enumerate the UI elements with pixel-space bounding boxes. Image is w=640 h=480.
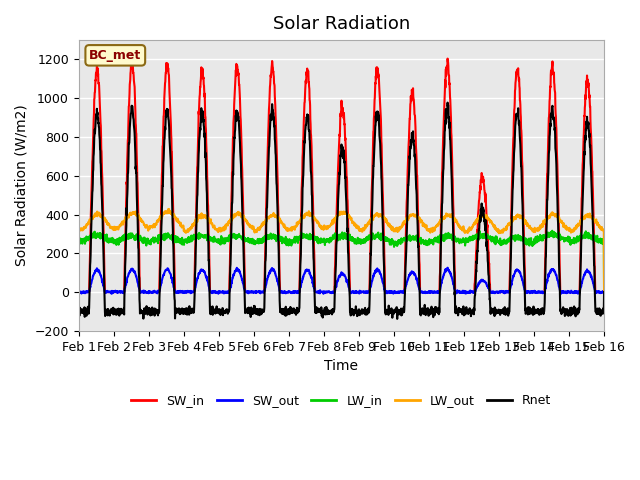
Rnet [75, 306, 83, 312]
SW_out [557, 291, 565, 297]
Rnet [368, 220, 376, 226]
LW_in [356, 239, 364, 245]
Line: LW_in: LW_in [79, 231, 604, 292]
Rnet [444, 100, 451, 106]
Line: LW_out: LW_out [79, 209, 604, 292]
LW_in [548, 228, 556, 234]
LW_out [165, 206, 173, 212]
Y-axis label: Solar Radiation (W/m2): Solar Radiation (W/m2) [15, 105, 29, 266]
Rnet [356, 311, 364, 317]
LW_out [368, 216, 376, 222]
SW_out [368, 279, 376, 285]
SW_in [368, 190, 376, 196]
SW_in [568, 289, 576, 295]
Line: SW_in: SW_in [79, 59, 604, 292]
SW_out [494, 289, 502, 295]
LW_in [600, 289, 608, 295]
LW_out [494, 226, 502, 232]
SW_in [554, 182, 562, 188]
SW_in [75, 289, 83, 295]
Rnet [394, 316, 401, 322]
LW_out [600, 289, 608, 295]
SW_out [75, 288, 83, 294]
LW_in [221, 240, 229, 246]
SW_out [569, 289, 577, 295]
SW_in [221, 289, 229, 295]
SW_out [444, 265, 451, 271]
SW_out [554, 278, 562, 284]
Rnet [554, 220, 562, 226]
Text: BC_met: BC_met [89, 49, 141, 62]
LW_out [75, 227, 83, 232]
LW_out [356, 228, 364, 233]
LW_out [221, 227, 229, 232]
SW_out [356, 289, 364, 295]
SW_in [600, 289, 608, 295]
LW_in [494, 238, 502, 244]
SW_in [356, 289, 364, 295]
LW_in [554, 235, 562, 240]
Rnet [600, 289, 608, 295]
LW_in [75, 241, 83, 247]
Rnet [569, 310, 577, 315]
Legend: SW_in, SW_out, LW_in, LW_out, Rnet: SW_in, SW_out, LW_in, LW_out, Rnet [126, 389, 556, 412]
SW_in [444, 56, 451, 61]
Rnet [221, 310, 229, 315]
LW_out [568, 228, 576, 234]
Line: Rnet: Rnet [79, 103, 604, 319]
SW_out [221, 289, 229, 295]
LW_in [568, 240, 576, 246]
X-axis label: Time: Time [324, 359, 358, 373]
Line: SW_out: SW_out [79, 268, 604, 294]
SW_in [494, 289, 502, 295]
Rnet [494, 308, 502, 314]
LW_in [368, 237, 376, 243]
SW_out [600, 289, 608, 295]
LW_out [554, 212, 562, 218]
Title: Solar Radiation: Solar Radiation [273, 15, 410, 33]
